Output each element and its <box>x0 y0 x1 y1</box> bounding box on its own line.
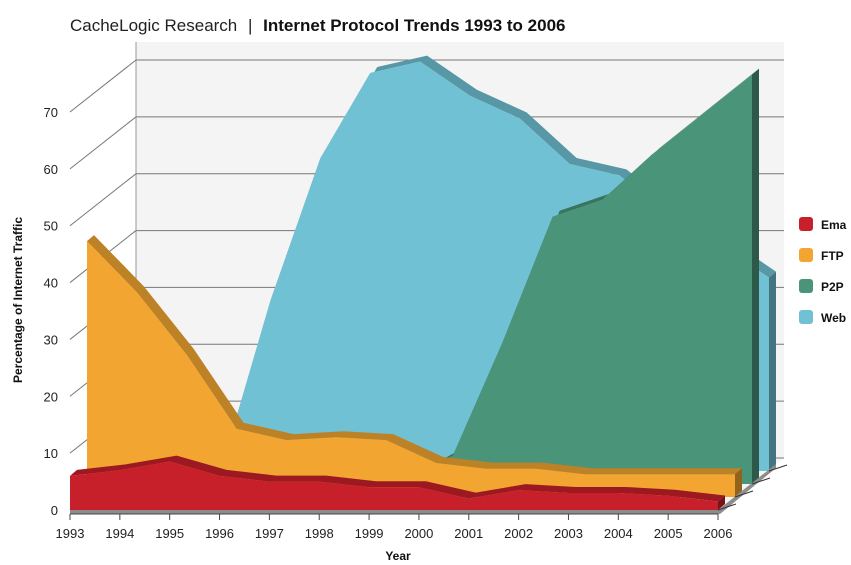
series-end-cap <box>769 271 776 471</box>
y-tick-label: 70 <box>44 105 58 120</box>
grid-diagonal <box>69 173 137 227</box>
legend-swatch <box>799 248 813 262</box>
legend: Ema FTP P2P Web <box>799 217 847 325</box>
y-tick-label: 10 <box>44 446 58 461</box>
y-tick-label: 50 <box>44 219 58 234</box>
x-tick-label: 2002 <box>504 526 533 541</box>
title-separator: | <box>248 16 252 35</box>
grid-diagonal <box>69 59 137 113</box>
y-tick-label: 40 <box>44 276 58 291</box>
x-tick-labels: 1993 1994 1995 1996 1997 1998 1999 2000 2001 2002… <box>56 514 733 541</box>
depth-tick <box>734 490 754 498</box>
x-tick-label: 1999 <box>355 526 384 541</box>
legend-item-web: Web <box>799 310 846 325</box>
x-tick-label: 1994 <box>105 526 134 541</box>
legend-item-ftp: FTP <box>799 248 844 263</box>
x-tick-label: 2005 <box>654 526 683 541</box>
legend-item-p2p: P2P <box>799 279 844 294</box>
y-tick-label: 30 <box>44 332 58 347</box>
chart-title: CacheLogic Research | Internet Protocol … <box>70 16 565 35</box>
series-ftp <box>87 235 742 497</box>
title-main: Internet Protocol Trends 1993 to 2006 <box>263 16 565 35</box>
series-end-cap <box>735 468 742 497</box>
legend-label: FTP <box>821 249 844 263</box>
x-tick-label: 2004 <box>604 526 633 541</box>
series-end-cap <box>752 68 759 484</box>
x-tick-label: 1996 <box>205 526 234 541</box>
area-series <box>70 55 776 510</box>
legend-swatch <box>799 310 813 324</box>
x-tick-label: 2001 <box>454 526 483 541</box>
grid-diagonal <box>69 116 137 170</box>
legend-swatch <box>799 279 813 293</box>
legend-item-ema: Ema <box>799 217 847 232</box>
y-tick-label: 60 <box>44 162 58 177</box>
series-area <box>104 74 752 484</box>
series-end-cap <box>718 495 725 510</box>
depth-tick <box>751 477 771 485</box>
x-tick-label: 2000 <box>404 526 433 541</box>
legend-label: P2P <box>821 280 844 294</box>
series-ema <box>70 455 725 510</box>
svg-text:CacheLogic Research |: CacheLogic Research | Internet Protocol … <box>70 16 565 35</box>
y-axis-label: Percentage of Internet Traffic <box>11 217 25 383</box>
y-tick-labels: 0 10 20 30 40 50 60 70 <box>44 105 58 518</box>
y-tick-label: 0 <box>51 503 58 518</box>
legend-label: Ema <box>821 218 847 232</box>
x-tick-label: 1993 <box>56 526 85 541</box>
series-top-edge <box>70 455 725 502</box>
x-axis-label: Year <box>385 549 411 563</box>
series-area <box>70 461 718 510</box>
series-area <box>87 241 735 497</box>
y-tick-label: 20 <box>44 389 58 404</box>
title-prefix: CacheLogic Research <box>70 16 237 35</box>
x-tick-label: 1995 <box>155 526 184 541</box>
depth-tick <box>768 464 788 472</box>
legend-label: Web <box>821 311 846 325</box>
x-tick-label: 2006 <box>704 526 733 541</box>
x-tick-label: 2003 <box>554 526 583 541</box>
series-p2p <box>104 68 759 484</box>
chart-floor <box>70 464 788 515</box>
x-tick-label: 1998 <box>305 526 334 541</box>
depth-tick <box>717 503 737 511</box>
legend-swatch <box>799 217 813 231</box>
x-tick-label: 1997 <box>255 526 284 541</box>
